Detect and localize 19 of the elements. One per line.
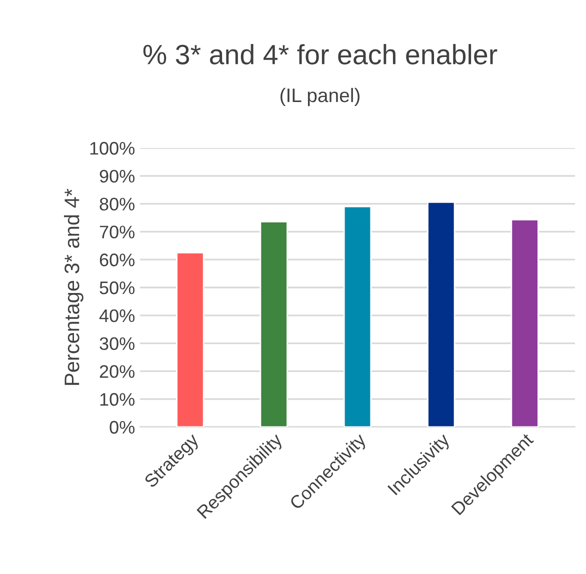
y-tick-label: 100%	[90, 142, 134, 155]
chart-subtitle: (IL panel)	[280, 88, 360, 106]
y-tick-label: 20%	[100, 365, 134, 378]
bar	[343, 206, 372, 427]
y-tick-label: 10%	[100, 393, 134, 406]
y-tick-label: 50%	[100, 281, 134, 294]
y-tick-label: 90%	[100, 170, 134, 183]
y-tick-label: 60%	[100, 254, 134, 266]
chart-title: % 3* and 4* for each enabler	[143, 44, 498, 64]
bar	[260, 220, 288, 427]
y-axis-title: Percentage 3* and 4*	[64, 188, 84, 385]
bar	[176, 252, 204, 427]
y-tick-label: 40%	[99, 309, 134, 322]
bar	[510, 219, 539, 427]
y-tick-label: 0%	[110, 420, 134, 434]
y-tick-label: 70%	[100, 226, 134, 238]
y-tick-label: 80%	[100, 198, 134, 211]
y-tick-label: 30%	[100, 337, 134, 350]
bar	[427, 201, 456, 427]
